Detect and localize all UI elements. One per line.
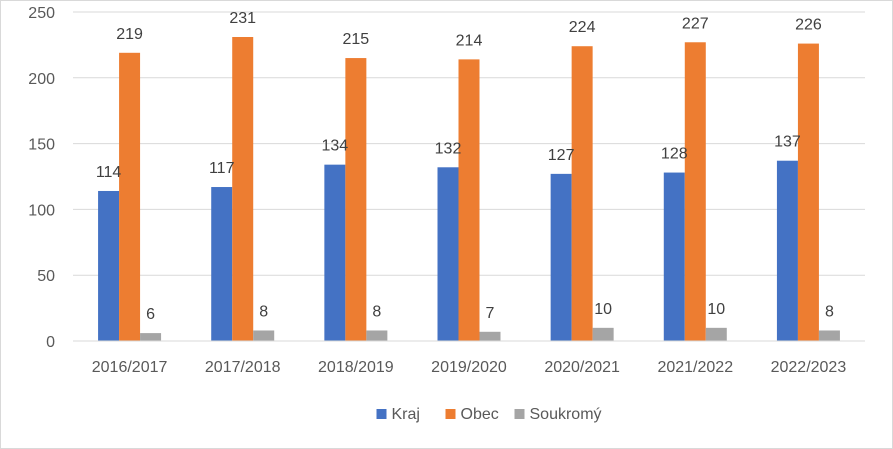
bar-obec [797, 43, 819, 342]
bar-kraj [437, 167, 459, 341]
bar-soukrom- [479, 331, 501, 341]
x-tick-label: 2017/2018 [205, 359, 281, 376]
x-tick-label: 2019/2020 [431, 359, 507, 376]
legend-swatch [514, 409, 525, 419]
bar-kraj [776, 160, 798, 341]
bar-soukrom- [253, 330, 275, 341]
data-label: 7 [486, 305, 495, 322]
bar-kraj [211, 187, 233, 341]
legend-label: Soukromý [530, 406, 602, 423]
bar-kraj [324, 164, 346, 341]
bar-obec [684, 42, 706, 341]
y-tick-label: 200 [28, 71, 55, 88]
data-label: 10 [594, 301, 612, 318]
data-labels: 114 219 6 117 231 8 134 215 8 132 214 7 127 224 10 128 2… [96, 10, 834, 323]
data-label: 224 [569, 19, 596, 36]
x-axis: 2016/2017 2017/2018 2018/2019 2019/2020 2020… [73, 340, 865, 376]
y-tick-label: 150 [28, 137, 55, 154]
data-label: 226 [795, 17, 822, 34]
data-label: 132 [435, 140, 462, 157]
data-label: 227 [682, 15, 709, 32]
y-tick-label: 250 [28, 5, 55, 22]
y-tick-label: 50 [37, 268, 55, 285]
y-tick-label: 100 [28, 202, 55, 219]
data-label: 8 [825, 303, 834, 320]
x-tick-label: 2020/2021 [544, 359, 620, 376]
data-label: 6 [146, 306, 155, 323]
bar-soukrom- [818, 330, 840, 341]
bar-kraj [98, 190, 120, 341]
legend-label: Obec [461, 406, 499, 423]
bar-soukrom- [705, 327, 727, 341]
x-tick-label: 2018/2019 [318, 359, 394, 376]
data-label: 215 [343, 31, 370, 48]
x-tick-label: 2016/2017 [92, 359, 168, 376]
data-label: 127 [548, 147, 575, 164]
data-label: 117 [209, 160, 235, 177]
legend-swatch [445, 409, 456, 419]
legend-label: Kraj [392, 406, 420, 423]
bar-soukrom- [592, 327, 614, 341]
data-label: 10 [707, 301, 725, 318]
data-label: 231 [229, 10, 256, 27]
data-label: 114 [96, 164, 122, 181]
bar-obec [232, 37, 254, 342]
data-label: 219 [116, 26, 143, 43]
bars [98, 37, 840, 342]
bar-obec [571, 46, 593, 341]
legend-swatch [376, 409, 387, 419]
y-axis: 0 50 100 150 200 250 [28, 5, 55, 351]
legend: Kraj Obec Soukromý [376, 406, 602, 423]
bar-obec [458, 59, 480, 341]
bar-kraj [663, 172, 685, 341]
data-label: 214 [456, 32, 483, 49]
y-tick-label: 0 [46, 334, 55, 351]
bar-obec [119, 52, 141, 342]
data-label: 8 [372, 303, 381, 320]
bar-soukrom- [366, 330, 388, 341]
x-tick-label: 2022/2023 [771, 359, 847, 376]
data-label: 8 [259, 303, 268, 320]
data-label: 137 [774, 134, 801, 151]
data-label: 128 [661, 146, 688, 163]
bar-kraj [550, 173, 572, 341]
bar-obec [345, 58, 367, 342]
bar-soukrom- [140, 333, 162, 341]
data-label: 134 [322, 138, 349, 155]
x-tick-label: 2021/2022 [657, 359, 733, 376]
